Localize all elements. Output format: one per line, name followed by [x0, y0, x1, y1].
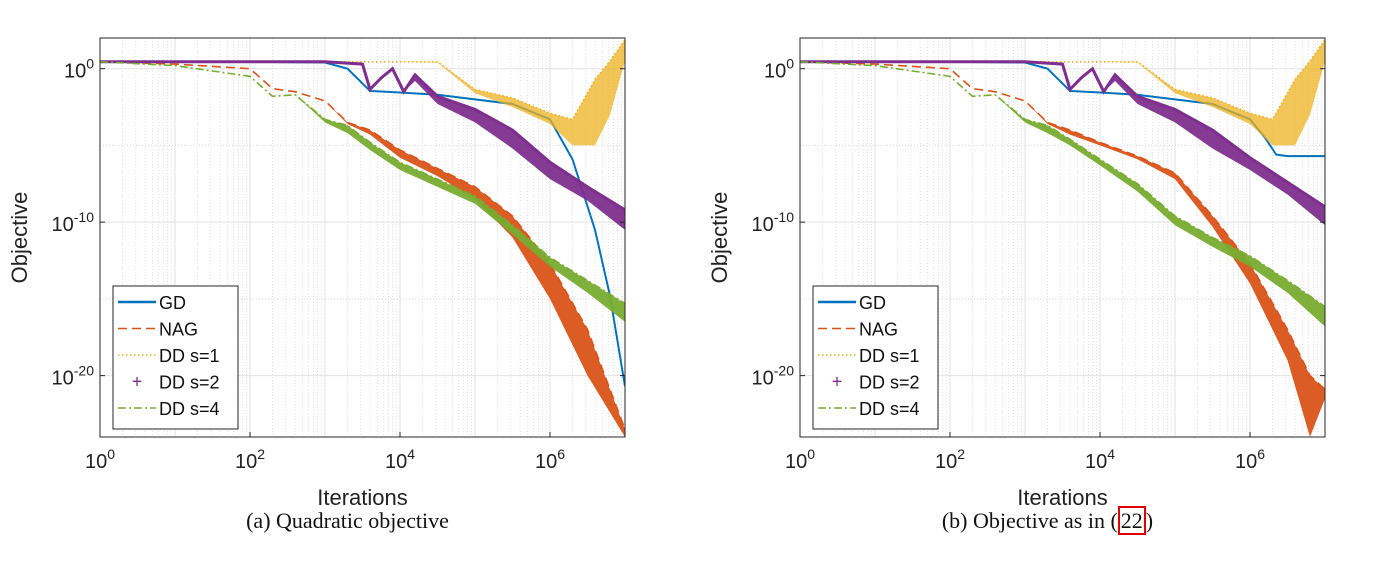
subplot-b: 100 102 104 106 100 10-10 10-20 Iterations Objec…: [700, 0, 1390, 569]
tick-base: 10: [64, 61, 86, 83]
legend-box: [112, 285, 239, 430]
x-tick-label: 102: [235, 446, 265, 473]
x-tick-label: 104: [385, 446, 415, 473]
series-band-dd-s-2: [100, 61, 625, 230]
tick-base: 10: [752, 214, 774, 236]
caption-b: (b) Objective as in (22): [700, 506, 1390, 535]
tick-base: 10: [535, 451, 557, 473]
legend-label: NAG: [159, 320, 198, 340]
equation-reference-link[interactable]: 22: [1117, 506, 1146, 535]
caption-text: (a) Quadratic objective: [246, 508, 449, 533]
legend-label: DD s=2: [859, 373, 920, 393]
tick-exponent: -10: [774, 209, 794, 225]
chart-b: 100 102 104 10610010-1010-20IterationsObjec…: [707, 37, 1326, 510]
tick-base: 10: [385, 451, 407, 473]
caption-a: (a) Quadratic objective: [0, 508, 695, 534]
series-band-dd-s-1: [100, 39, 625, 146]
x-tick-label: 100: [85, 446, 115, 473]
y-tick-label: 10-10: [752, 209, 795, 236]
y-tick-label: 100: [64, 56, 94, 83]
tick-base: 10: [752, 368, 774, 390]
series-line-dd-s-2: [800, 60, 1325, 209]
subplot-a: 100 102 104 106 100 10-10 10-20 Iterations Objec…: [0, 37, 695, 534]
y-axis-label: Objective: [7, 192, 32, 284]
series-band-dd-s-2: [800, 61, 1325, 226]
legend-label: DD s=4: [159, 399, 220, 419]
legend-label: DD s=1: [159, 346, 220, 366]
y-tick-label: 10-20: [752, 363, 795, 390]
x-tick-label: 106: [535, 446, 565, 473]
tick-exponent: 0: [786, 56, 794, 72]
series-line-dd-s-2: [100, 60, 625, 212]
tick-base: 10: [52, 368, 74, 390]
legend-box: [812, 285, 939, 430]
axes-box: [799, 37, 1326, 438]
tick-base: 10: [235, 451, 257, 473]
x-axis-label: Iterations: [317, 485, 408, 510]
tick-base: 10: [785, 451, 807, 473]
tick-base: 10: [1235, 451, 1257, 473]
axes-box: [99, 37, 626, 438]
series-line-dd-s-4: [800, 60, 1325, 308]
legend-label: GD: [159, 293, 186, 313]
y-tick-label: 100: [764, 56, 794, 83]
tick-exponent: -10: [74, 209, 94, 225]
tick-exponent: 2: [957, 446, 965, 462]
series-band-nag: [100, 61, 625, 437]
y-tick-label: 10-20: [52, 363, 95, 390]
tick-base: 10: [85, 451, 107, 473]
tick-base: 10: [935, 451, 957, 473]
x-tick-label: 106: [1235, 446, 1265, 473]
series-group: [800, 39, 1325, 437]
legend-marker-plus: +: [132, 372, 143, 392]
tick-exponent: 4: [1107, 446, 1115, 462]
x-axis-label: Iterations: [1017, 485, 1108, 510]
legend-label: NAG: [859, 320, 898, 340]
y-tick-label: 10-10: [52, 209, 95, 236]
series-line-dd-s-4: [100, 60, 625, 305]
tick-exponent: 6: [557, 446, 565, 462]
legend-marker-plus: +: [832, 372, 843, 392]
chart-a: 100 102 104 10610010-1010-20IterationsObjec…: [7, 37, 626, 510]
series-band-dd-s-1: [800, 39, 1325, 146]
tick-exponent: -20: [74, 363, 94, 379]
tick-exponent: 0: [107, 446, 115, 462]
tick-exponent: 0: [86, 56, 94, 72]
tick-base: 10: [764, 61, 786, 83]
legend-label: DD s=1: [859, 346, 920, 366]
x-tick-label: 100: [785, 446, 815, 473]
caption-text-end: ): [1145, 508, 1154, 533]
tick-exponent: 4: [407, 446, 415, 462]
tick-base: 10: [1085, 451, 1107, 473]
legend-label: DD s=4: [859, 399, 920, 419]
tick-exponent: 0: [807, 446, 815, 462]
series-group: [100, 39, 625, 437]
legend-label: DD s=2: [159, 373, 220, 393]
y-axis-label: Objective: [707, 192, 732, 284]
x-tick-label: 104: [1085, 446, 1115, 473]
tick-base: 10: [52, 214, 74, 236]
caption-text: (b) Objective as in (: [941, 508, 1118, 533]
tick-exponent: 2: [257, 446, 265, 462]
tick-exponent: 6: [1257, 446, 1265, 462]
legend-label: GD: [859, 293, 886, 313]
tick-exponent: -20: [774, 363, 794, 379]
x-tick-label: 102: [935, 446, 965, 473]
